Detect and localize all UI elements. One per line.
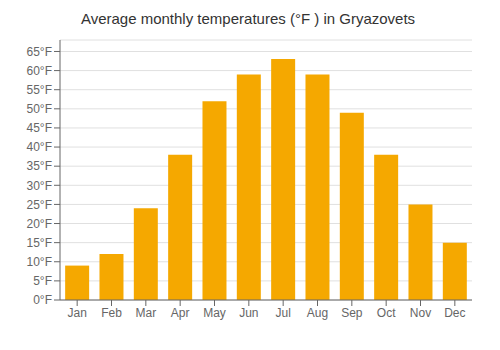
svg-text:65°F: 65°F	[27, 45, 52, 59]
svg-text:35°F: 35°F	[27, 159, 52, 173]
svg-text:Jan: Jan	[67, 306, 86, 320]
svg-text:Sep: Sep	[341, 306, 363, 320]
svg-text:Oct: Oct	[377, 306, 396, 320]
svg-text:25°F: 25°F	[27, 198, 52, 212]
svg-text:30°F: 30°F	[27, 179, 52, 193]
svg-text:40°F: 40°F	[27, 140, 52, 154]
svg-text:15°F: 15°F	[27, 236, 52, 250]
svg-text:Aug: Aug	[307, 306, 328, 320]
svg-text:10°F: 10°F	[27, 255, 52, 269]
svg-text:45°F: 45°F	[27, 121, 52, 135]
svg-text:Mar: Mar	[135, 306, 156, 320]
svg-text:Apr: Apr	[171, 306, 190, 320]
svg-text:Jul: Jul	[275, 306, 290, 320]
svg-text:50°F: 50°F	[27, 102, 52, 116]
svg-text:55°F: 55°F	[27, 83, 52, 97]
svg-text:Jun: Jun	[239, 306, 258, 320]
svg-text:60°F: 60°F	[27, 64, 52, 78]
svg-text:20°F: 20°F	[27, 217, 52, 231]
svg-text:Dec: Dec	[444, 306, 465, 320]
svg-text:Feb: Feb	[101, 306, 122, 320]
svg-text:5°F: 5°F	[33, 274, 52, 288]
svg-text:0°F: 0°F	[33, 293, 52, 307]
html-text:Average monthly temperatures (: Average monthly temperatures (°F ) in Gr…	[80, 10, 416, 27]
svg-text:Nov: Nov	[410, 306, 431, 320]
svg-text:May: May	[203, 306, 226, 320]
